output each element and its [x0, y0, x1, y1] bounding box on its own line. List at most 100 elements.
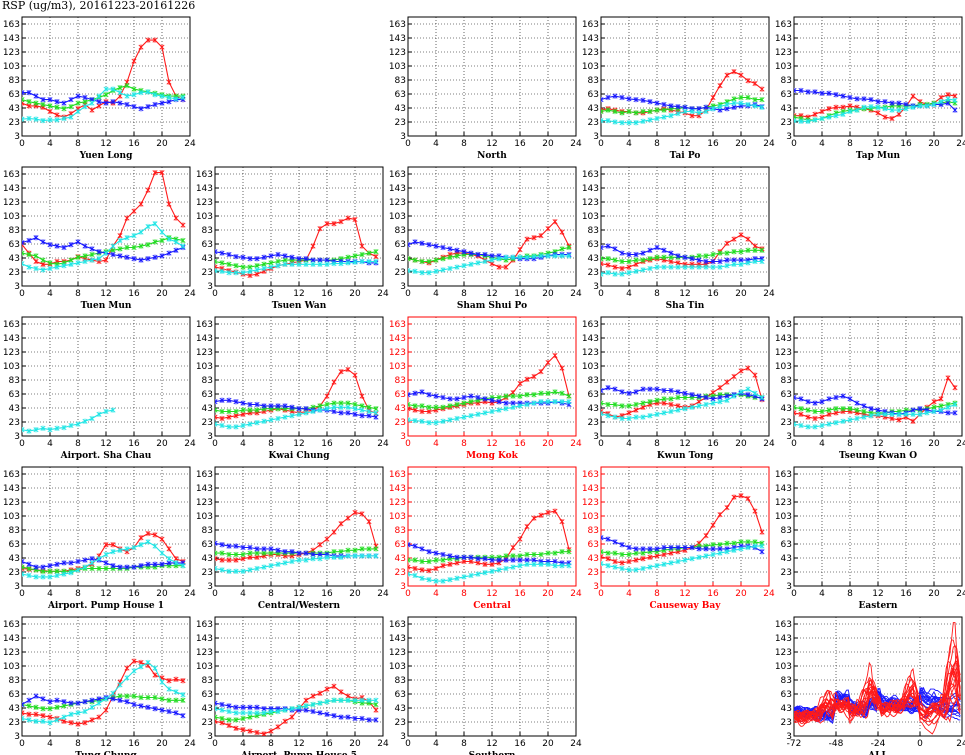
- y-tick-label: 63: [395, 90, 406, 100]
- data-point-blue: [247, 256, 253, 262]
- data-point-cyan: [840, 111, 846, 117]
- data-point-cyan: [215, 565, 218, 572]
- data-point-cyan: [952, 97, 958, 103]
- series-line-green: [22, 695, 183, 710]
- y-tick-label: 103: [389, 212, 406, 222]
- data-point-cyan: [289, 413, 295, 419]
- y-tick-label: 83: [9, 676, 20, 686]
- y-tick-label: 163: [3, 620, 20, 630]
- x-tick-label: 16: [900, 589, 912, 599]
- panel-frame: [600, 466, 770, 587]
- y-tick-label: 43: [395, 554, 406, 564]
- data-point-red: [345, 366, 351, 373]
- data-point-green: [619, 403, 625, 409]
- data-point-green: [426, 258, 432, 265]
- y-tick-label: 123: [196, 498, 213, 508]
- y-tick-label: 23: [395, 568, 406, 578]
- data-point-green: [552, 550, 558, 556]
- x-tick-label: 16: [128, 439, 140, 449]
- y-tick-label: 63: [202, 240, 213, 250]
- data-point-cyan: [626, 120, 632, 126]
- data-point-blue: [47, 563, 53, 569]
- data-point-blue: [682, 544, 688, 551]
- data-point-cyan: [612, 119, 618, 125]
- data-point-blue: [952, 107, 958, 113]
- data-point-cyan: [731, 100, 737, 106]
- x-tick-label: 20: [928, 589, 940, 599]
- data-point-blue: [26, 697, 32, 703]
- series-line-blue: [215, 251, 376, 264]
- data-point-blue: [138, 257, 144, 263]
- data-point-cyan: [517, 563, 523, 569]
- y-tick-label: 163: [582, 470, 599, 480]
- x-tick-label: 12: [872, 139, 883, 149]
- series-line-green: [215, 548, 376, 556]
- data-point-cyan: [703, 108, 709, 115]
- x-tick-label: 12: [100, 439, 111, 449]
- data-point-cyan: [675, 558, 681, 565]
- data-point-blue: [468, 250, 474, 256]
- data-point-blue: [654, 386, 660, 392]
- data-point-green: [373, 546, 379, 552]
- data-point-blue: [675, 389, 681, 395]
- y-tick-label: 123: [775, 648, 792, 658]
- data-point-blue: [240, 400, 246, 406]
- x-tick-label: 16: [128, 589, 140, 599]
- series-group: [22, 407, 116, 434]
- data-point-cyan: [26, 717, 32, 723]
- data-point-blue: [219, 250, 225, 256]
- data-point-blue: [261, 546, 267, 552]
- x-tick-label: 0: [405, 589, 411, 599]
- data-point-blue: [468, 554, 474, 560]
- data-point-blue: [22, 239, 25, 246]
- data-point-cyan: [647, 117, 653, 123]
- data-point-green: [612, 108, 618, 115]
- data-point-red: [173, 676, 179, 682]
- data-point-cyan: [924, 103, 930, 109]
- data-point-blue: [282, 253, 288, 259]
- x-tick-label: 8: [847, 139, 853, 149]
- x-tick-label: 12: [679, 289, 690, 299]
- data-point-green: [633, 401, 639, 408]
- data-point-cyan: [703, 264, 709, 270]
- data-point-blue: [640, 386, 646, 392]
- y-tick-label: 123: [389, 348, 406, 358]
- y-tick-label: 23: [781, 118, 792, 128]
- x-tick-label: 0: [917, 739, 923, 749]
- y-tick-label: 83: [202, 676, 213, 686]
- data-point-cyan: [475, 260, 481, 266]
- panel-frame: [21, 616, 191, 737]
- x-tick-label: 8: [847, 439, 853, 449]
- x-tick-label: 4: [819, 589, 825, 599]
- y-tick-label: 143: [3, 334, 20, 344]
- y-tick-label: 103: [582, 62, 599, 72]
- panel-label: ALL: [867, 751, 888, 755]
- y-tick-label: 143: [3, 184, 20, 194]
- data-point-cyan: [47, 427, 53, 433]
- data-point-red: [626, 558, 632, 565]
- y-tick-label: 143: [582, 34, 599, 44]
- data-point-blue: [447, 553, 453, 559]
- data-point-blue: [426, 549, 432, 555]
- data-point-cyan: [433, 268, 439, 274]
- data-point-blue: [89, 697, 95, 703]
- data-point-blue: [626, 390, 632, 396]
- data-point-red: [812, 415, 818, 422]
- data-point-cyan: [254, 267, 260, 273]
- y-tick-label: 103: [196, 662, 213, 672]
- data-point-cyan: [47, 117, 53, 123]
- data-point-blue: [517, 557, 523, 563]
- data-point-blue: [861, 96, 867, 102]
- x-tick-label: 12: [679, 439, 690, 449]
- y-tick-label: 83: [588, 226, 599, 236]
- data-point-blue: [605, 94, 611, 101]
- data-point-green: [447, 254, 453, 260]
- data-point-red: [805, 414, 811, 420]
- x-tick-label: 16: [321, 289, 333, 299]
- data-point-red: [166, 678, 172, 684]
- data-point-green: [647, 256, 653, 262]
- y-tick-label: 143: [582, 334, 599, 344]
- y-tick-label: 103: [582, 212, 599, 222]
- data-point-blue: [461, 554, 467, 560]
